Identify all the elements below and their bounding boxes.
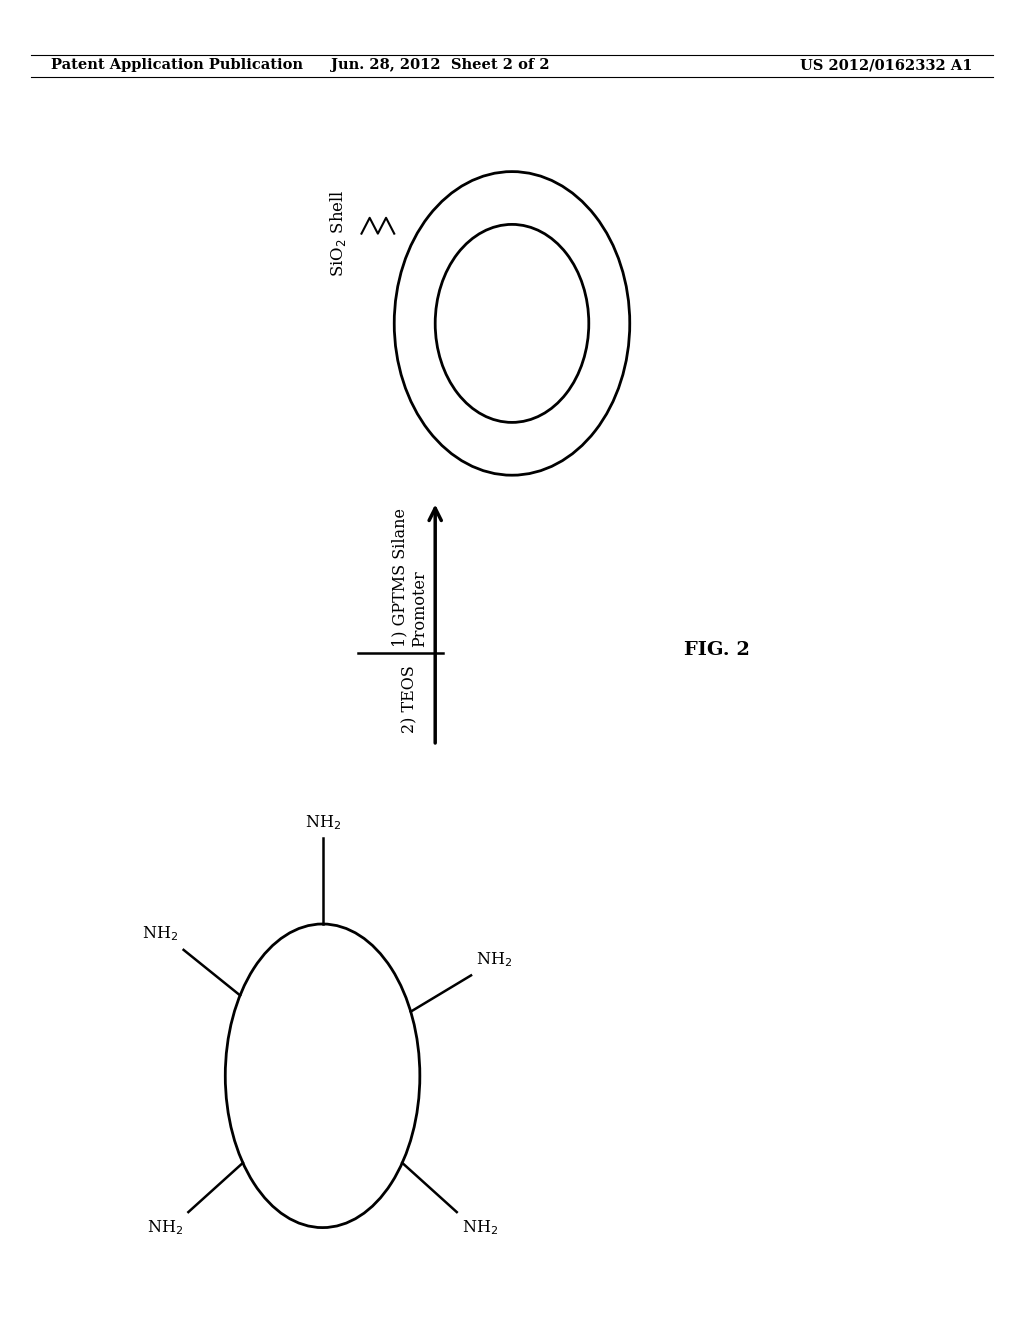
Text: NH$_2$: NH$_2$ [476,950,512,969]
Text: NH$_2$: NH$_2$ [142,924,178,944]
Text: NH$_2$: NH$_2$ [462,1218,498,1237]
Text: Patent Application Publication: Patent Application Publication [51,58,303,73]
Text: FIG. 2: FIG. 2 [684,642,750,659]
Text: 2) TEOS: 2) TEOS [401,665,418,734]
Text: Jun. 28, 2012  Sheet 2 of 2: Jun. 28, 2012 Sheet 2 of 2 [331,58,550,73]
Text: NH$_2$: NH$_2$ [147,1218,183,1237]
Text: NH$_2$: NH$_2$ [304,813,341,832]
Text: US 2012/0162332 A1: US 2012/0162332 A1 [801,58,973,73]
Text: 1) GPTMS Silane
Promoter: 1) GPTMS Silane Promoter [391,508,428,647]
Text: SiO$_2$ Shell: SiO$_2$ Shell [328,190,348,277]
